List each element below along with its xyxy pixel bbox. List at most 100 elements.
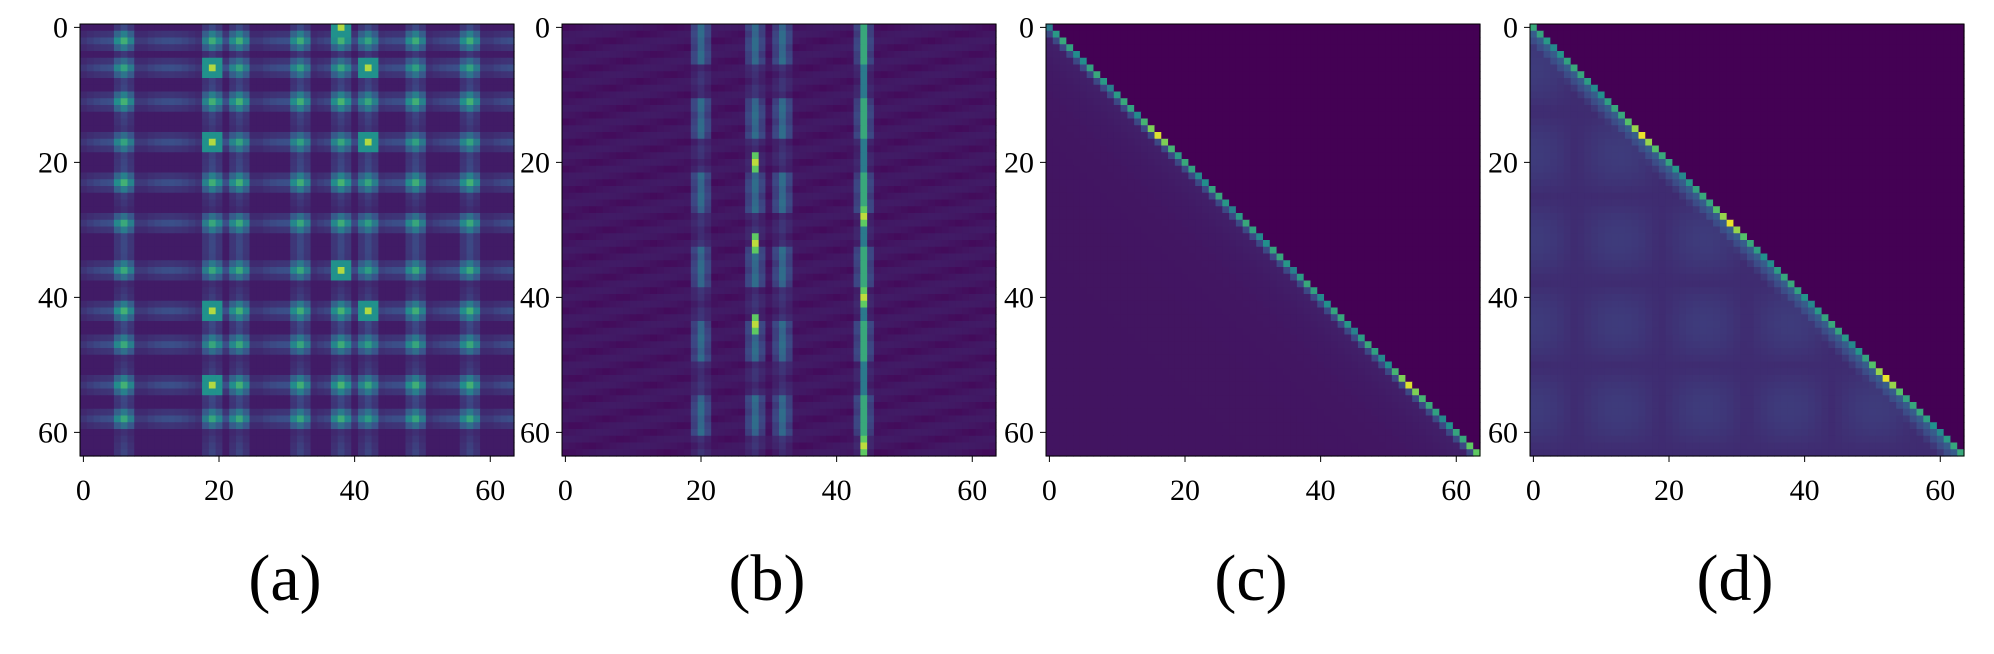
heatmap-cell <box>419 24 427 32</box>
heatmap-cell <box>446 348 454 356</box>
heatmap-cell <box>107 422 115 430</box>
heatmap-cell <box>297 159 305 167</box>
heatmap-cell <box>480 267 488 275</box>
heatmap-cell <box>819 84 828 93</box>
heatmap-cell <box>425 233 434 241</box>
heatmap-cell <box>147 334 156 342</box>
heatmap-cell <box>80 280 88 288</box>
heatmap-cell <box>493 233 502 241</box>
heatmap-cell <box>86 395 95 403</box>
heatmap-cell <box>276 246 285 255</box>
heatmap-cell <box>873 24 882 32</box>
heatmap-cell <box>161 267 169 275</box>
heatmap-cell <box>799 71 807 79</box>
heatmap-cell <box>127 354 135 363</box>
heatmap-cell <box>330 422 339 430</box>
heatmap-cell <box>235 71 244 79</box>
heatmap-cell <box>107 219 115 228</box>
heatmap-cell <box>568 24 577 32</box>
heatmap-cell <box>188 71 196 79</box>
heatmap-cell <box>100 78 108 86</box>
heatmap-cell <box>263 37 271 45</box>
heatmap-cell <box>500 422 508 430</box>
heatmap-cell <box>188 287 196 295</box>
heatmap-cell <box>113 233 122 241</box>
heatmap-cell <box>412 199 420 207</box>
heatmap-cell <box>154 368 162 376</box>
heatmap-cell <box>493 226 502 234</box>
heatmap-cell <box>500 91 508 99</box>
heatmap-cell <box>711 30 719 39</box>
x-tick-label: 40 <box>340 474 370 507</box>
heatmap-cell <box>330 442 339 450</box>
heatmap-cell <box>324 206 332 214</box>
heatmap-cell <box>235 321 244 329</box>
heatmap-cell <box>982 91 990 99</box>
heatmap-cell <box>493 395 502 403</box>
heatmap-cell <box>697 37 706 45</box>
heatmap-cell <box>310 334 318 342</box>
heatmap-cell <box>650 78 658 86</box>
heatmap-cell <box>154 408 162 417</box>
heatmap-cell <box>785 30 794 39</box>
heatmap-cell <box>120 294 129 302</box>
heatmap-cell <box>819 105 828 113</box>
heatmap-cell <box>344 449 352 457</box>
heatmap-cell <box>819 111 828 120</box>
heatmap-cell <box>161 78 169 86</box>
heatmap-cell <box>391 287 400 295</box>
heatmap-cell <box>772 51 780 59</box>
heatmap-cell <box>317 111 325 120</box>
heatmap-cell <box>215 51 224 59</box>
heatmap-cell <box>473 402 481 410</box>
heatmap-cell <box>412 213 420 221</box>
heatmap-cell <box>276 138 285 147</box>
heatmap-cell <box>439 246 447 255</box>
heatmap-cell <box>860 91 868 99</box>
heatmap-cell <box>107 145 115 153</box>
heatmap-cell <box>222 260 230 268</box>
heatmap-cell <box>100 64 108 72</box>
heatmap-cell <box>195 233 203 241</box>
heatmap-cell <box>405 442 413 450</box>
heatmap-cell <box>86 71 95 79</box>
heatmap-cell <box>222 165 230 174</box>
heatmap-cell <box>174 246 183 255</box>
heatmap-cell <box>161 321 169 329</box>
heatmap-cell <box>473 145 481 153</box>
heatmap-cell <box>398 219 407 228</box>
heatmap-cell <box>161 219 169 228</box>
heatmap-cell <box>276 267 285 275</box>
heatmap-cell <box>439 152 447 160</box>
heatmap-cell <box>303 219 312 228</box>
heatmap-cell <box>324 361 332 369</box>
heatmap-cell <box>989 57 997 66</box>
heatmap-cell <box>378 408 386 417</box>
heatmap-cell <box>235 341 244 349</box>
heatmap-cell <box>195 429 203 437</box>
heatmap-cell <box>93 368 101 376</box>
heatmap-cell <box>629 98 638 106</box>
heatmap-cell <box>351 348 359 356</box>
heatmap-cell <box>134 361 142 369</box>
heatmap-cell <box>283 267 291 275</box>
heatmap-cell <box>93 219 101 228</box>
heatmap-cell <box>466 57 474 66</box>
heatmap-cell <box>371 152 379 160</box>
heatmap-cell <box>425 219 434 228</box>
heatmap-cell <box>208 213 217 221</box>
heatmap-cell <box>86 165 95 174</box>
heatmap-cell <box>235 192 244 201</box>
heatmap-cell <box>425 78 434 86</box>
heatmap-cell <box>473 442 481 450</box>
heatmap-cell <box>650 37 658 45</box>
heatmap-cell <box>229 145 237 153</box>
heatmap-cell <box>419 57 427 66</box>
heatmap-cell <box>344 260 352 268</box>
heatmap-cell <box>371 213 379 221</box>
heatmap-cell <box>127 172 135 180</box>
heatmap-cell <box>425 341 434 349</box>
heatmap-cell <box>779 111 787 120</box>
heatmap-cell <box>473 186 481 194</box>
heatmap-cell <box>100 152 108 160</box>
